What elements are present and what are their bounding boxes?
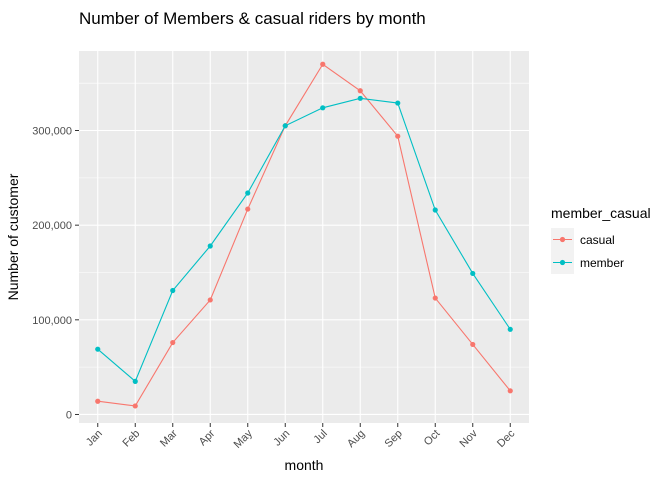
data-point-member bbox=[207, 243, 213, 249]
data-point-casual bbox=[320, 61, 326, 67]
x-axis-title: month bbox=[285, 457, 324, 473]
y-tick-label: 300,000 bbox=[32, 126, 72, 138]
data-point-member bbox=[320, 105, 326, 111]
series-line-casual bbox=[97, 63, 511, 407]
data-point-member bbox=[432, 207, 438, 213]
data-point-member bbox=[357, 95, 363, 101]
x-tick-label: May bbox=[232, 427, 256, 451]
x-axis: Jan Feb Mar Apr May Jun Jul Aug Sep Oct Nov Dec bbox=[84, 423, 518, 451]
data-point-casual bbox=[357, 88, 363, 94]
data-point-member bbox=[507, 326, 513, 332]
data-point-casual bbox=[432, 295, 438, 301]
legend-title: member_casual bbox=[551, 205, 651, 221]
data-point-member bbox=[245, 190, 251, 196]
x-tick-label: Jan bbox=[84, 428, 105, 449]
x-tick-label: Jun bbox=[271, 428, 292, 449]
data-point-member bbox=[170, 287, 176, 294]
y-tick-label: 200,000 bbox=[32, 220, 72, 232]
data-point-member bbox=[132, 378, 138, 384]
y-tick-label: 100,000 bbox=[32, 315, 72, 327]
legend-label-member: member bbox=[580, 256, 624, 270]
y-tick-label: 0 bbox=[66, 409, 72, 421]
data-point-casual bbox=[395, 133, 401, 139]
x-tick-label: Jul bbox=[311, 428, 329, 446]
chart-title: Number of Members & casual riders by mon… bbox=[79, 9, 426, 28]
x-tick-label: Oct bbox=[422, 428, 443, 449]
data-point-casual bbox=[507, 388, 513, 394]
legend-key-point bbox=[559, 236, 566, 243]
x-tick-label: Feb bbox=[120, 428, 142, 450]
x-tick-label: Mar bbox=[158, 427, 180, 449]
series-line-member bbox=[97, 97, 511, 383]
data-point-casual bbox=[95, 398, 101, 404]
data-point-casual bbox=[207, 297, 213, 303]
series-layer bbox=[95, 61, 513, 409]
x-tick-label: Aug bbox=[345, 428, 367, 450]
data-point-casual bbox=[470, 341, 476, 348]
x-tick-label: Sep bbox=[383, 428, 405, 450]
x-tick-label: Dec bbox=[495, 427, 518, 450]
legend-items: casual member bbox=[551, 228, 624, 274]
data-point-member bbox=[470, 270, 476, 277]
legend-key-point bbox=[559, 259, 566, 266]
data-point-member bbox=[395, 100, 401, 106]
data-point-member bbox=[95, 346, 101, 352]
y-axis: 0 100,000 200,000 300,000 bbox=[32, 126, 79, 421]
plot-panel bbox=[79, 51, 529, 423]
legend: member_casual casual member bbox=[551, 205, 651, 274]
data-point-member bbox=[282, 123, 288, 129]
x-tick-label: Nov bbox=[458, 427, 481, 450]
x-tick-label: Apr bbox=[197, 427, 218, 448]
y-axis-title: Number of customer bbox=[5, 173, 21, 300]
grid-lines bbox=[79, 51, 529, 423]
legend-label-casual: casual bbox=[580, 233, 615, 247]
data-point-casual bbox=[132, 403, 138, 409]
data-point-casual bbox=[170, 339, 176, 346]
data-point-casual bbox=[245, 206, 251, 212]
